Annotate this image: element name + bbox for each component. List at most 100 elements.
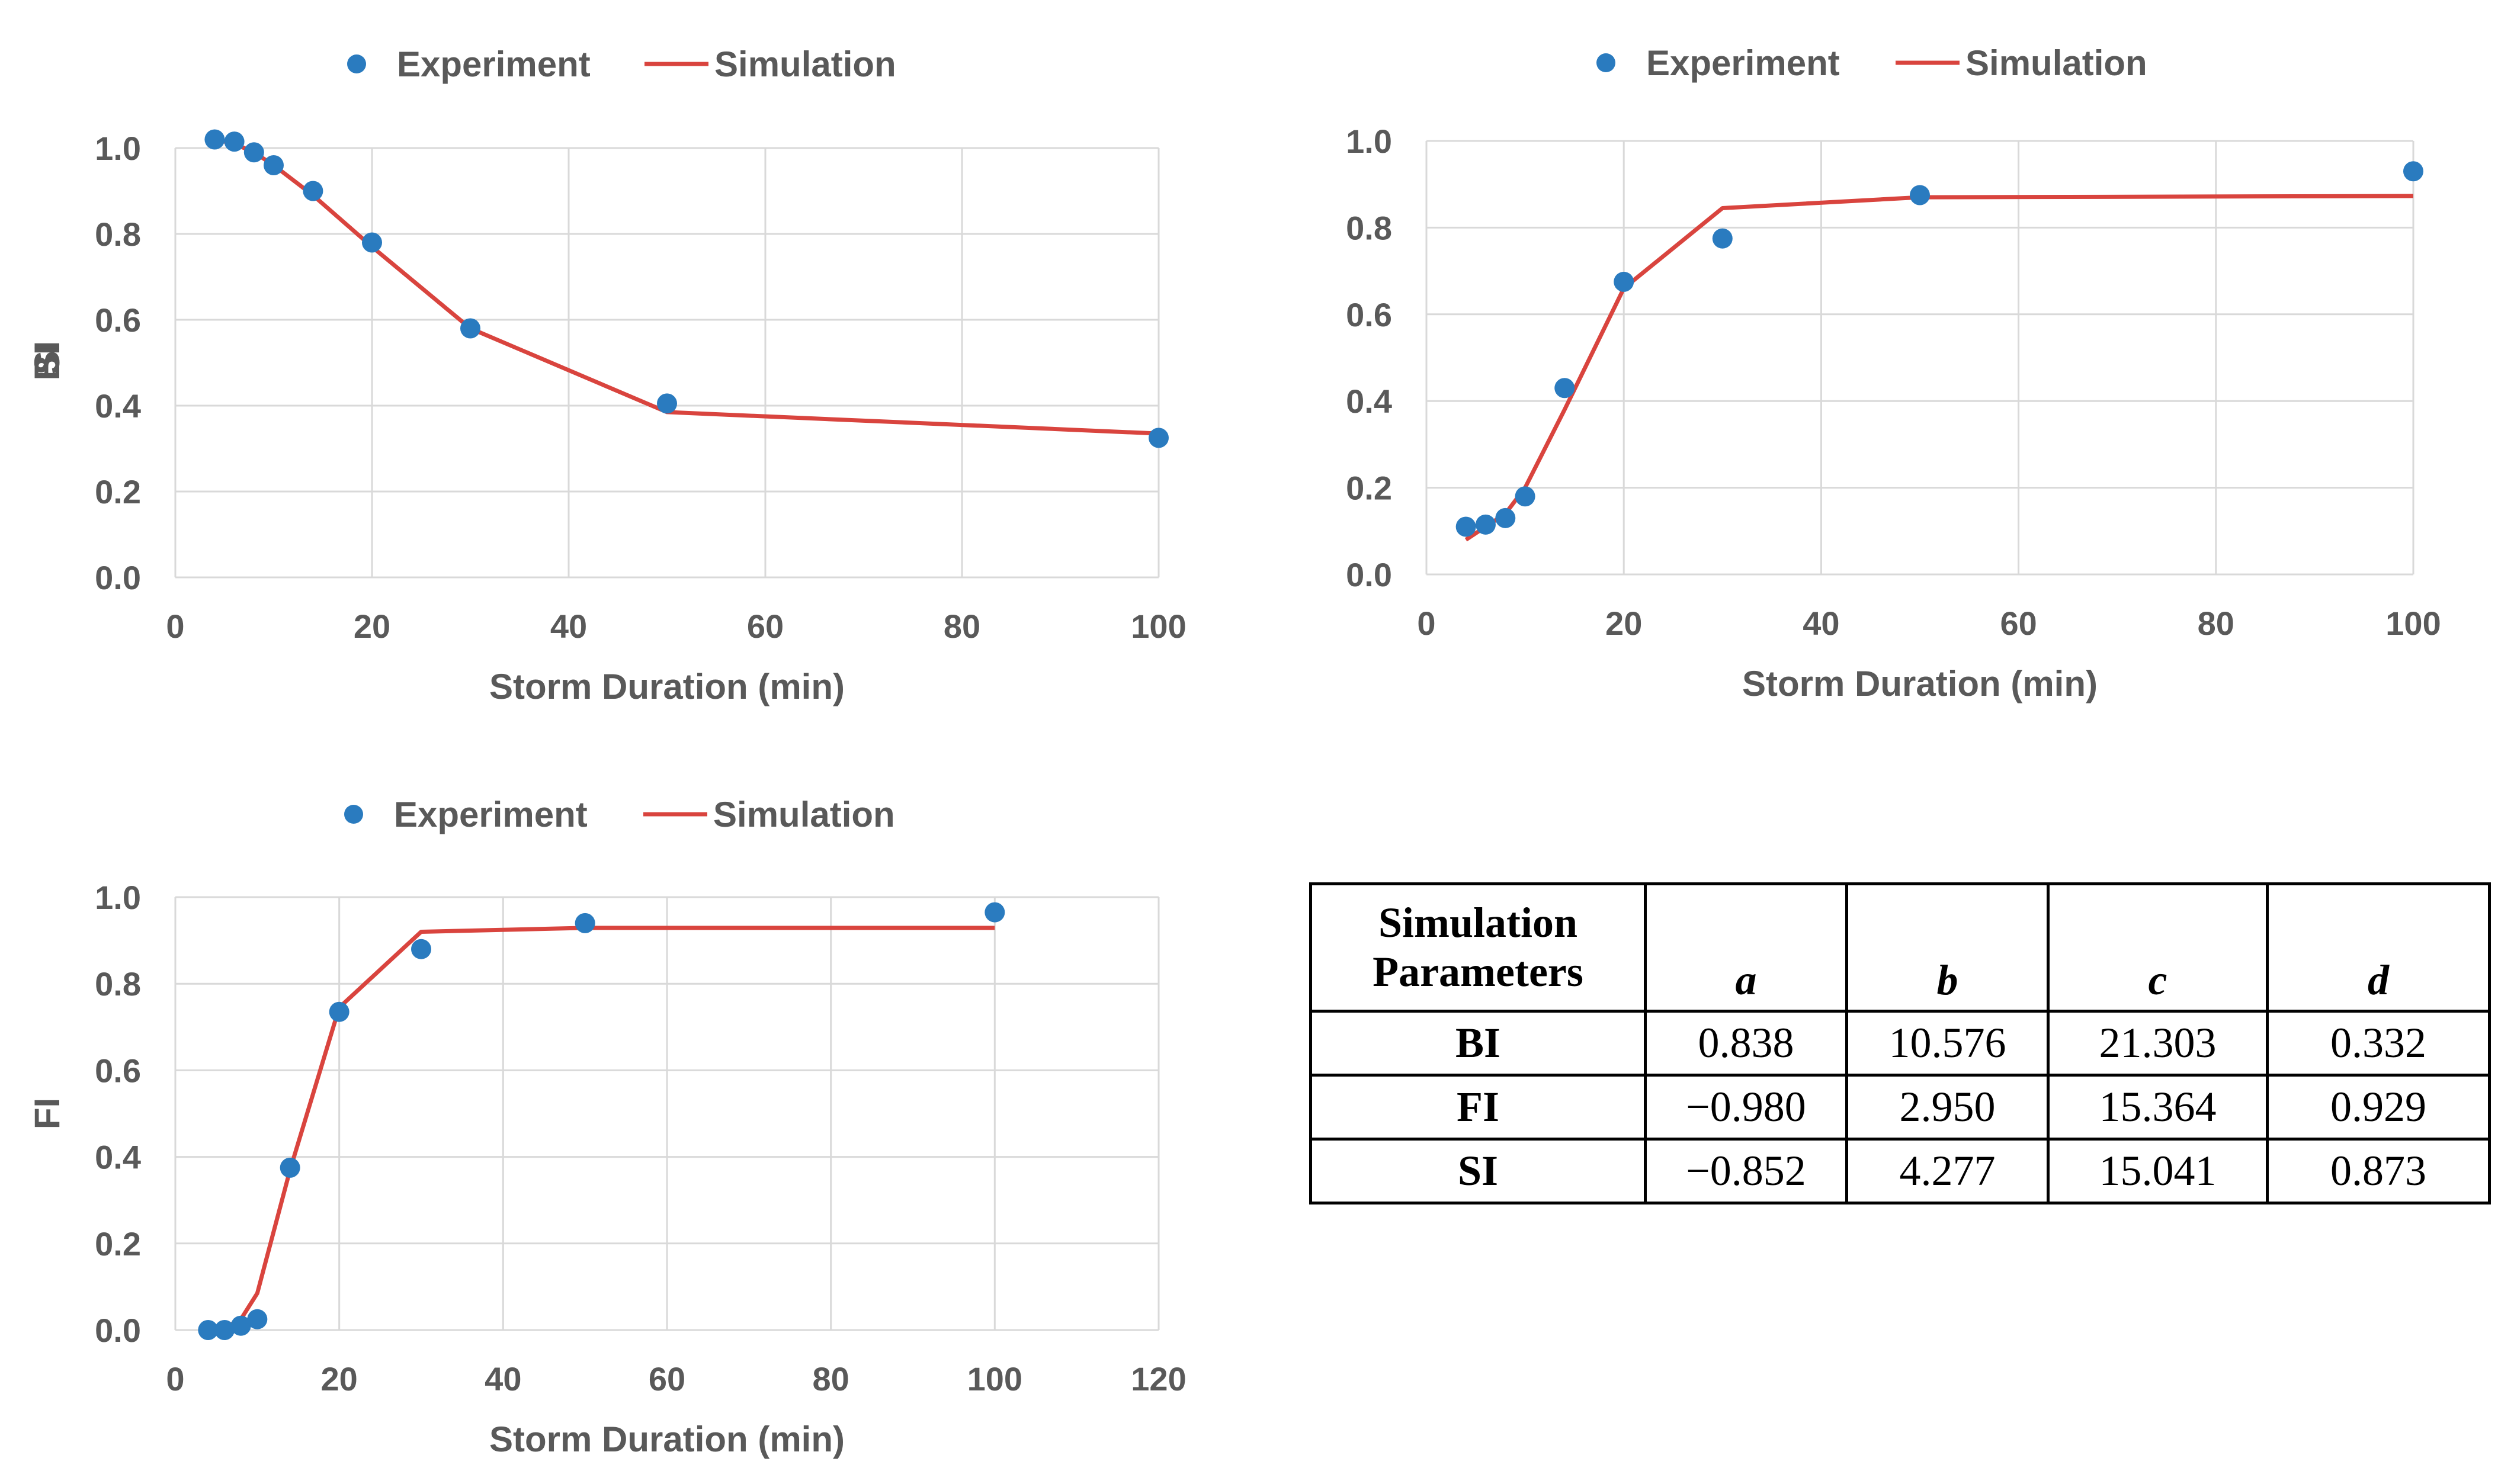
- experiment-point: [329, 1001, 349, 1022]
- table-cell: 15.364: [2047, 1074, 2269, 1141]
- table-header-col-a: a: [1644, 882, 1848, 1013]
- x-tick-label: 120: [1131, 1360, 1186, 1398]
- experiment-point: [1554, 378, 1575, 399]
- x-tick-label: 100: [2385, 605, 2441, 642]
- x-axis-title: Storm Duration (min): [489, 1419, 845, 1459]
- experiment-point: [1712, 228, 1733, 249]
- table-header-label: Simulation Parameters: [1309, 882, 1647, 1013]
- x-tick-label: 40: [1803, 605, 1839, 642]
- y-tick-label: 0.4: [95, 1139, 141, 1176]
- experiment-point: [657, 393, 677, 414]
- x-tick-label: 0: [166, 1360, 184, 1398]
- table-cell: 21.303: [2047, 1010, 2269, 1077]
- experiment-point: [280, 1157, 300, 1178]
- legend-simulation-label: Simulation: [1965, 43, 2147, 83]
- x-tick-label: 100: [967, 1360, 1022, 1398]
- table-cell: −0.980: [1644, 1074, 1848, 1141]
- experiment-point: [1495, 507, 1516, 528]
- table-row: FI −0.980 2.950 15.364 0.929: [1309, 1074, 2491, 1141]
- table-row: BI 0.838 10.576 21.303 0.332: [1309, 1010, 2491, 1077]
- y-axis-title: SI: [27, 341, 67, 375]
- table-cell: 0.929: [2266, 1074, 2491, 1141]
- experiment-point: [264, 155, 284, 175]
- x-tick-label: 60: [747, 608, 784, 645]
- experiment-point: [362, 232, 382, 253]
- legend-experiment-label: Experiment: [394, 795, 588, 834]
- y-tick-label: 0.2: [95, 473, 141, 510]
- table-row-label: SI: [1309, 1138, 1647, 1204]
- legend-experiment-marker: [344, 805, 363, 824]
- y-tick-label: 0.2: [95, 1225, 141, 1263]
- legend-simulation-label: Simulation: [714, 44, 896, 84]
- y-tick-label: 0.0: [95, 1312, 141, 1349]
- experiment-point: [214, 1320, 235, 1340]
- experiment-point: [1910, 185, 1930, 205]
- experiment-point: [985, 902, 1005, 923]
- y-tick-label: 0.6: [95, 301, 141, 339]
- chart-fi: 0.0 0.2 0.4 0.6 0.8 1.0 0 20 40 60 80 100 120 Storm D…: [27, 795, 1187, 1459]
- y-tick-label: 0.4: [95, 387, 141, 425]
- legend-experiment-label: Experiment: [1646, 43, 1840, 83]
- x-tick-label: 80: [813, 1360, 849, 1398]
- y-tick-label: 0.4: [1346, 383, 1392, 420]
- experiment-point: [224, 131, 245, 152]
- y-tick-label: 1.0: [95, 879, 141, 916]
- simulation-series-line: [207, 926, 995, 1332]
- chart-si: 0.0 0.2 0.4 0.6 0.8 1.0 0 20 40 60 80 100 Storm Dura…: [27, 43, 2441, 704]
- y-tick-label: 0.0: [95, 559, 141, 596]
- table-cell: 15.041: [2047, 1138, 2269, 1204]
- x-tick-label: 0: [1417, 605, 1435, 642]
- table-cell: −0.852: [1644, 1138, 1848, 1204]
- legend-simulation-label: Simulation: [713, 795, 895, 834]
- y-axis-title: BI: [27, 345, 67, 381]
- table-header-row: Simulation Parameters a b c d: [1309, 882, 2491, 1013]
- y-tick-label: 1.0: [1346, 123, 1392, 160]
- x-tick-label: 80: [2198, 605, 2234, 642]
- table-header-label-line2: Parameters: [1373, 948, 1583, 995]
- y-tick-label: 1.0: [95, 130, 141, 167]
- experiment-point: [2403, 161, 2423, 182]
- x-tick-label: 20: [1605, 605, 1642, 642]
- x-tick-label: 0: [166, 608, 184, 645]
- y-tick-label: 0.8: [95, 965, 141, 1003]
- experiment-point: [230, 1315, 251, 1336]
- y-tick-label: 0.0: [1346, 556, 1392, 593]
- experiment-point: [575, 913, 595, 933]
- x-axis-title: Storm Duration (min): [1742, 664, 2098, 704]
- table-cell: 2.950: [1845, 1074, 2050, 1141]
- simulation-series-line: [214, 137, 1159, 436]
- legend-experiment-marker: [1596, 53, 1615, 72]
- table-cell: 0.873: [2266, 1138, 2491, 1204]
- experiment-point: [243, 142, 264, 163]
- table-header-label-line1: Simulation: [1378, 899, 1578, 946]
- y-tick-label: 0.8: [95, 216, 141, 253]
- x-tick-label: 100: [1131, 608, 1186, 645]
- table-cell: 10.576: [1845, 1010, 2050, 1077]
- table-cell: 4.277: [1845, 1138, 2050, 1204]
- table-row-label: FI: [1309, 1074, 1647, 1141]
- table-header-col-c: c: [2047, 882, 2269, 1013]
- y-tick-label: 0.6: [95, 1052, 141, 1089]
- x-tick-label: 60: [649, 1360, 685, 1398]
- y-tick-label: 0.6: [1346, 296, 1392, 333]
- x-tick-label: 80: [944, 608, 980, 645]
- table-row-label: BI: [1309, 1010, 1647, 1077]
- experiment-point: [1149, 428, 1169, 448]
- x-tick-label: 20: [321, 1360, 358, 1398]
- x-tick-label: 20: [354, 608, 390, 645]
- y-axis-title: FI: [27, 1098, 67, 1129]
- table-cell: 0.332: [2266, 1010, 2491, 1077]
- x-tick-label: 40: [485, 1360, 521, 1398]
- table-header-col-b: b: [1845, 882, 2050, 1013]
- legend-experiment-label: Experiment: [397, 44, 591, 84]
- experiment-point: [411, 939, 431, 959]
- experiment-point: [204, 129, 225, 150]
- chart-bi: 0.0 0.2 0.4 0.6 0.8 1.0 0 20 40 60 80 100 Storm Dura…: [27, 44, 1187, 706]
- experiment-point: [460, 318, 480, 339]
- experiment-point: [1614, 271, 1634, 292]
- experiment-point: [247, 1309, 268, 1329]
- experiment-point: [1455, 516, 1476, 537]
- x-tick-label: 40: [550, 608, 587, 645]
- y-tick-label: 0.2: [1346, 470, 1392, 507]
